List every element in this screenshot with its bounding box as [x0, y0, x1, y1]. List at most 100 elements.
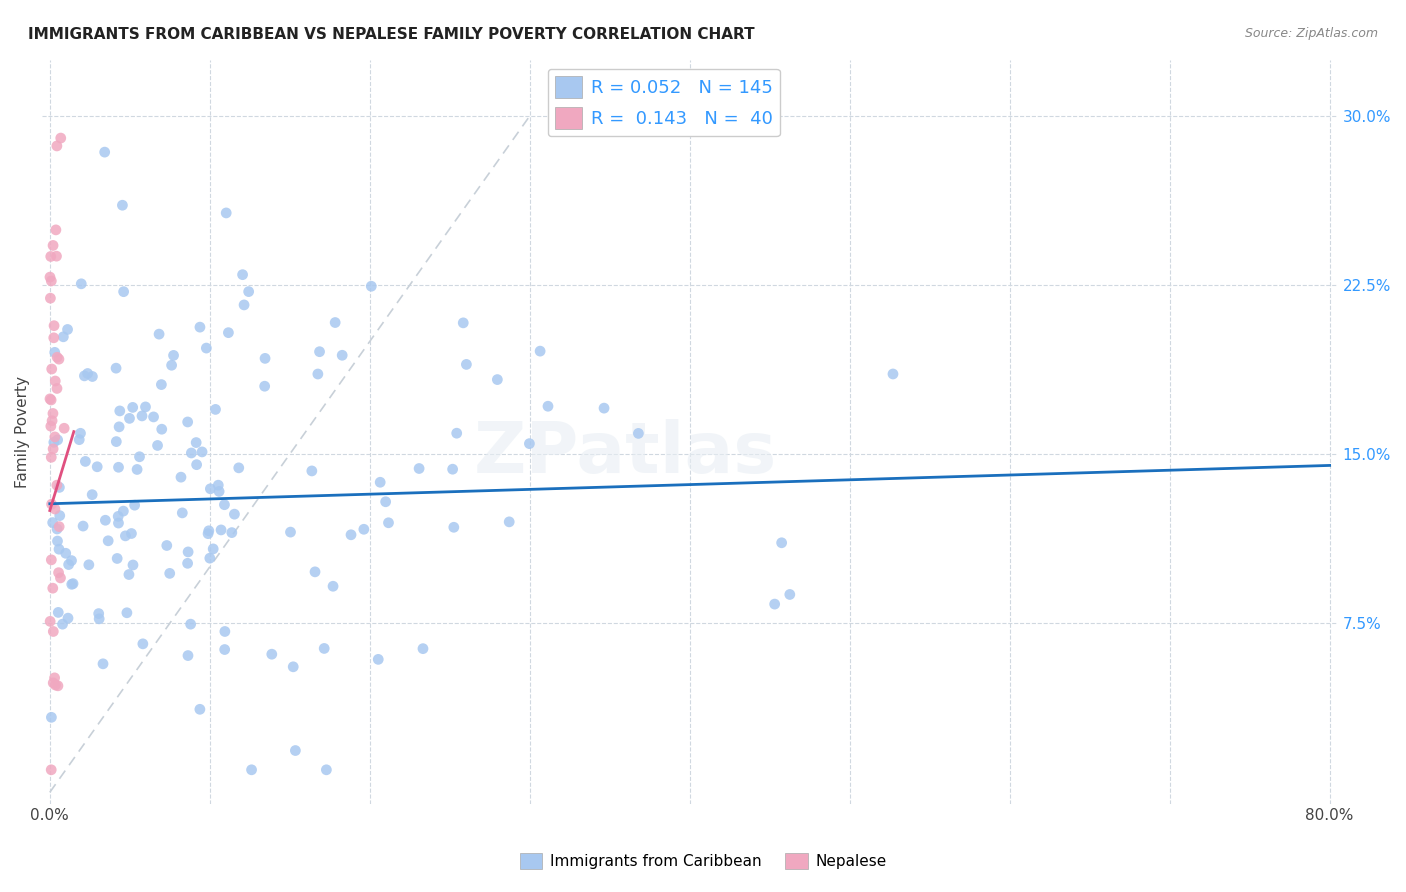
- Point: [39, 392, 62, 406]
- Point: [217, 326, 239, 340]
- Point: [39, 763, 62, 777]
- Point: [87, 607, 110, 621]
- Point: [73, 368, 96, 383]
- Point: [124, 498, 146, 512]
- Point: [308, 344, 330, 359]
- Point: [46, 534, 69, 549]
- Point: [207, 478, 229, 492]
- Point: [224, 507, 246, 521]
- Point: [127, 462, 149, 476]
- Point: [882, 367, 904, 381]
- Point: [322, 579, 344, 593]
- Point: [180, 446, 202, 460]
- Point: [142, 409, 165, 424]
- Point: [134, 400, 156, 414]
- Point: [186, 435, 208, 450]
- Point: [498, 515, 520, 529]
- Point: [283, 660, 305, 674]
- Point: [160, 358, 183, 372]
- Point: [82, 488, 104, 502]
- Point: [44, 374, 66, 388]
- Point: [42, 435, 65, 450]
- Point: [105, 434, 128, 449]
- Point: [451, 316, 474, 330]
- Point: [443, 520, 465, 534]
- Point: [779, 587, 801, 601]
- Point: [42, 676, 65, 690]
- Point: [44, 502, 66, 516]
- Point: [72, 519, 94, 533]
- Point: [42, 318, 65, 333]
- Point: [180, 617, 202, 632]
- Point: [44, 678, 66, 692]
- Point: [42, 581, 65, 595]
- Point: [172, 506, 194, 520]
- Point: [260, 647, 283, 661]
- Point: [86, 459, 108, 474]
- Point: [240, 763, 263, 777]
- Point: [45, 223, 67, 237]
- Point: [39, 615, 62, 629]
- Point: [221, 525, 243, 540]
- Point: [48, 519, 70, 533]
- Point: [159, 566, 181, 581]
- Point: [446, 426, 468, 441]
- Point: [44, 430, 66, 444]
- Point: [214, 624, 236, 639]
- Point: [367, 652, 389, 666]
- Point: [284, 743, 307, 757]
- Point: [198, 551, 221, 566]
- Point: [200, 482, 222, 496]
- Point: [377, 516, 399, 530]
- Point: [412, 641, 434, 656]
- Point: [108, 420, 131, 434]
- Point: [537, 399, 560, 413]
- Point: [42, 442, 65, 456]
- Point: [107, 516, 129, 530]
- Y-axis label: Family Poverty: Family Poverty: [15, 376, 30, 488]
- Point: [105, 361, 128, 376]
- Point: [70, 277, 93, 291]
- Point: [91, 657, 114, 671]
- Point: [120, 526, 142, 541]
- Point: [107, 509, 129, 524]
- Point: [176, 415, 198, 429]
- Point: [118, 411, 141, 425]
- Point: [176, 557, 198, 571]
- Point: [233, 298, 256, 312]
- Point: [41, 414, 63, 428]
- Point: [45, 478, 67, 492]
- Point: [486, 373, 509, 387]
- Point: [60, 553, 83, 567]
- Point: [46, 679, 69, 693]
- Point: [39, 250, 62, 264]
- Point: [215, 206, 238, 220]
- Point: [314, 641, 336, 656]
- Point: [170, 470, 193, 484]
- Point: [39, 450, 62, 465]
- Point: [121, 401, 143, 415]
- Point: [156, 539, 179, 553]
- Legend: R = 0.052   N = 145, R =  0.143   N =  40: R = 0.052 N = 145, R = 0.143 N = 40: [547, 69, 780, 136]
- Point: [195, 341, 218, 355]
- Point: [353, 522, 375, 536]
- Point: [162, 348, 184, 362]
- Point: [94, 513, 117, 527]
- Point: [41, 362, 63, 376]
- Point: [627, 426, 650, 441]
- Point: [69, 426, 91, 441]
- Point: [146, 438, 169, 452]
- Point: [46, 433, 69, 447]
- Point: [228, 460, 250, 475]
- Point: [42, 331, 65, 345]
- Point: [41, 497, 63, 511]
- Point: [107, 460, 129, 475]
- Point: [112, 285, 135, 299]
- Point: [45, 249, 67, 263]
- Point: [368, 475, 391, 490]
- Point: [122, 558, 145, 572]
- Point: [307, 367, 329, 381]
- Point: [42, 238, 65, 252]
- Point: [330, 348, 353, 362]
- Point: [45, 139, 67, 153]
